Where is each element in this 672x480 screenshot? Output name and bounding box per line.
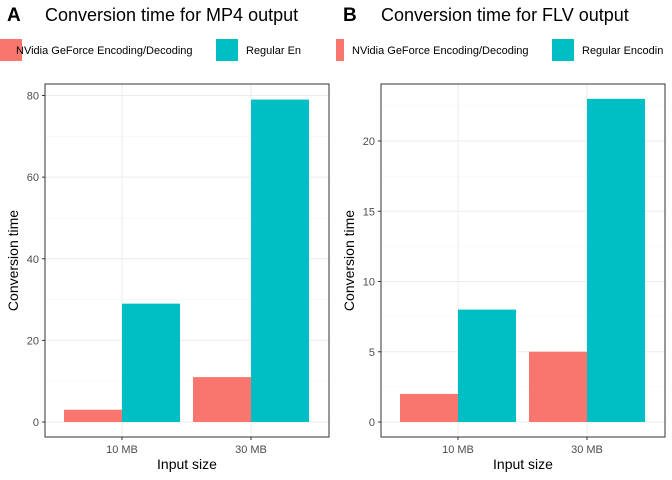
- bar-regular-30mb: [251, 99, 309, 423]
- y-tick-label: 40: [27, 254, 39, 266]
- y-axis-title: Conversion time: [5, 210, 21, 311]
- y-tick-label: 5: [369, 347, 375, 359]
- legend-key-nvidia: [336, 39, 344, 61]
- legend-key-nvidia: [0, 39, 22, 61]
- chart-panel-a: A Conversion time for MP4 output NVidia Ge…: [0, 5, 330, 472]
- legend-label-regular: Regular En: [246, 45, 301, 57]
- bar-regular-10mb: [458, 309, 516, 422]
- y-tick-label: 80: [27, 91, 39, 103]
- legend: NVidia GeForce Encoding/Decoding Regular …: [336, 39, 663, 61]
- x-tick-label: 10 MB: [442, 444, 474, 456]
- panel-tag: A: [7, 5, 21, 26]
- chart-title: Conversion time for MP4 output: [45, 5, 298, 25]
- x-axis-title: Input size: [493, 456, 553, 472]
- bar-nvidia-30mb: [529, 351, 587, 422]
- y-tick-label: 15: [363, 206, 375, 218]
- y-tick-label: 0: [33, 417, 39, 429]
- chart-panel-b: B Conversion time for FLV output NVidia Ge…: [336, 5, 666, 472]
- bars: [400, 98, 645, 422]
- bars: [64, 99, 309, 423]
- x-tick-label: 30 MB: [571, 444, 603, 456]
- y-tick-label: 20: [363, 136, 375, 148]
- bar-regular-30mb: [587, 98, 645, 422]
- y-axis-title: Conversion time: [341, 210, 357, 311]
- y-tick-label: 20: [27, 335, 39, 347]
- legend: NVidia GeForce Encoding/Decoding Regular …: [0, 39, 301, 61]
- chart-title: Conversion time for FLV output: [381, 5, 629, 25]
- x-axis-title: Input size: [157, 456, 217, 472]
- bar-nvidia-10mb: [64, 409, 122, 422]
- bar-nvidia-30mb: [193, 377, 251, 422]
- bar-nvidia-10mb: [400, 393, 458, 422]
- panel-border: [380, 83, 666, 438]
- legend-label-regular: Regular Encodin: [582, 45, 663, 57]
- y-tick-label: 0: [369, 417, 375, 429]
- x-tick-label: 30 MB: [235, 444, 267, 456]
- legend-label-nvidia: NVidia GeForce Encoding/Decoding: [16, 45, 193, 57]
- panel-tag: B: [343, 5, 357, 26]
- legend-label-nvidia: NVidia GeForce Encoding/Decoding: [352, 45, 529, 57]
- y-tick-label: 10: [363, 277, 375, 289]
- legend-key-regular: [216, 39, 238, 61]
- y-tick-label: 60: [27, 172, 39, 184]
- panel-border: [44, 83, 330, 438]
- legend-key-regular: [552, 39, 574, 61]
- x-tick-label: 10 MB: [106, 444, 138, 456]
- bar-regular-10mb: [122, 303, 180, 422]
